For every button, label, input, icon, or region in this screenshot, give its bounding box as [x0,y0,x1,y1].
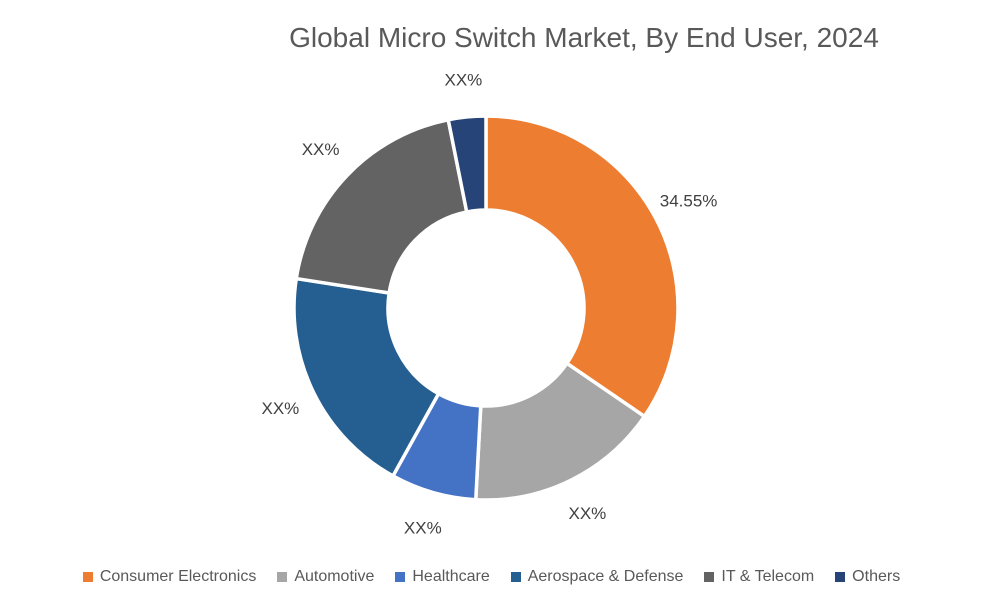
slice-label-others: XX% [445,71,483,90]
pie-slice-it-telecom [294,118,469,295]
legend-marker-others [835,572,846,582]
chart-title: Global Micro Switch Market, By End User,… [289,22,879,53]
legend: Consumer Electronics Automotive Healthcare… [0,563,983,591]
legend-label-aerospace-defense: Aerospace & Defense [527,568,684,585]
pie-slice-aerospace-defense [292,276,441,478]
legend-item-it-telecom: IT & Telecom [704,568,814,586]
legend-label-consumer-electronics: Consumer Electronics [99,568,257,585]
slice-label-aerospace-defense: XX% [262,399,300,418]
legend-label-automotive: Automotive [294,568,375,585]
slice-label-it-telecom: XX% [302,140,340,159]
legend-marker-aerospace-defense [510,572,521,582]
legend-label-others: Others [852,568,901,585]
slice-label-consumer-electronics: 34.55% [660,192,718,211]
pie-slice-others [446,114,488,214]
legend-item-healthcare: Healthcare [395,568,490,586]
pie-slice-automotive [474,361,647,502]
legend-label-healthcare: Healthcare [412,568,490,585]
legend-item-automotive: Automotive [277,568,374,586]
slice-label-automotive: XX% [569,504,607,523]
legend-item-consumer-electronics: Consumer Electronics [82,568,257,586]
slice-label-healthcare: XX% [404,519,442,538]
legend-marker-it-telecom [704,572,715,582]
legend-marker-consumer-electronics [82,572,93,582]
pie-slice-consumer-electronics [484,114,680,419]
legend-marker-automotive [277,572,288,582]
legend-item-aerospace-defense: Aerospace & Defense [510,568,684,586]
legend-item-others: Others [835,568,900,586]
legend-label-it-telecom: IT & Telecom [721,568,815,585]
legend-marker-healthcare [395,572,406,582]
